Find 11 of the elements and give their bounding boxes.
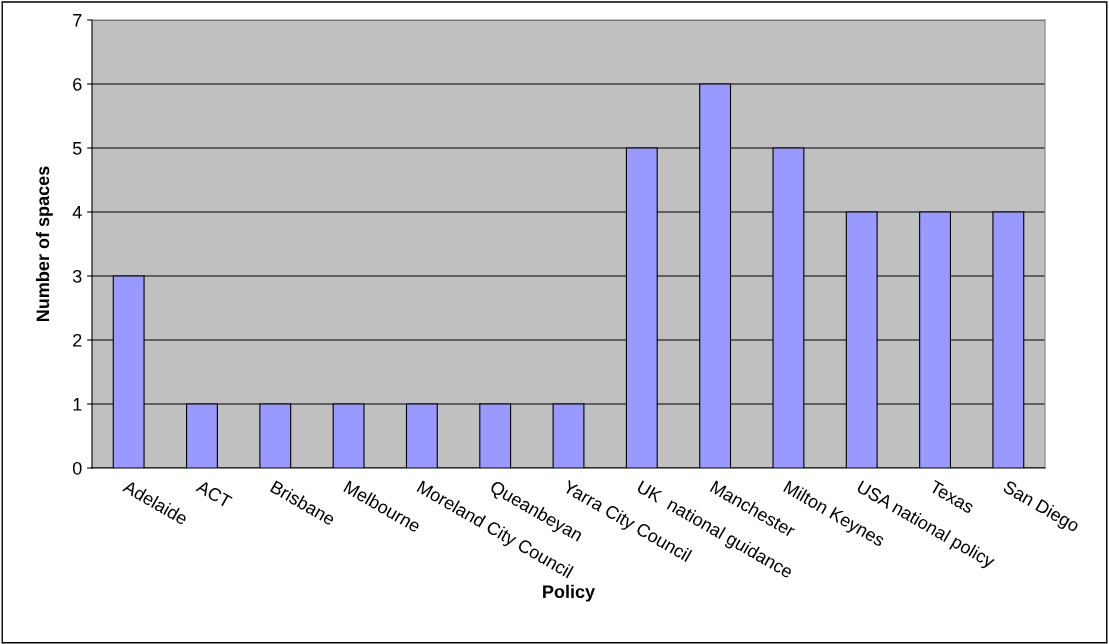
x-axis-title: Policy — [543, 584, 595, 602]
y-tick-label: 0 — [72, 461, 82, 475]
y-tick-label: 5 — [72, 142, 82, 155]
y-tick-label: 1 — [73, 398, 82, 411]
y-tick-label: 7 — [73, 14, 82, 27]
y-tick-label: 6 — [73, 77, 82, 91]
y-tick-label: 2 — [73, 333, 82, 347]
y-axis-title: Number of spaces — [35, 166, 53, 322]
x-tick-label: ACT — [195, 479, 233, 509]
y-tick-label: 3 — [72, 269, 82, 283]
y-tick-label: 4 — [72, 206, 82, 219]
